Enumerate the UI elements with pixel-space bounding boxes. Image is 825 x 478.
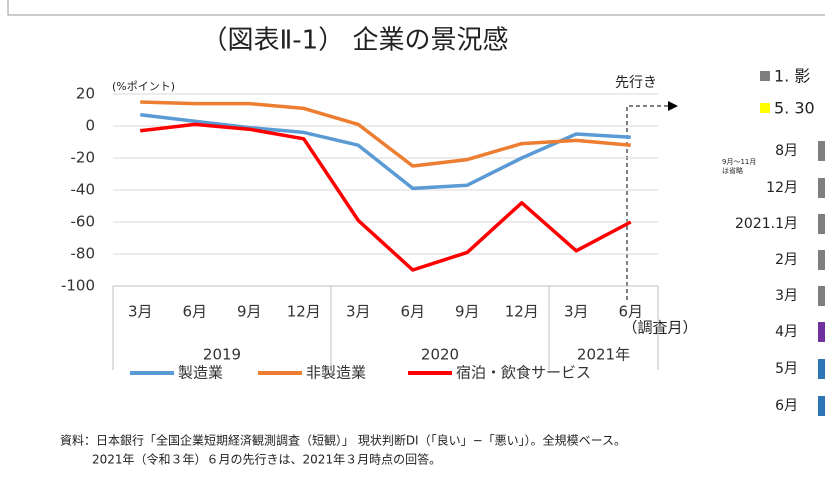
forecast-line bbox=[626, 105, 668, 300]
x-tick-label: 6月 bbox=[182, 303, 207, 321]
panel-bar bbox=[818, 396, 825, 416]
x-tick-label: 3月 bbox=[346, 303, 371, 321]
panel-row-label: 8月 bbox=[775, 143, 798, 159]
panel-bar bbox=[818, 214, 825, 234]
y-tick-label: -60 bbox=[71, 213, 96, 231]
panel-bar bbox=[818, 322, 825, 342]
y-tick-label: 20 bbox=[76, 85, 95, 103]
legend-label: 非製造業 bbox=[306, 364, 366, 382]
frame-edge bbox=[7, 0, 825, 16]
x-axis-label: （調査月） bbox=[622, 319, 697, 337]
panel-row-label: 12月 bbox=[766, 180, 798, 196]
panel-row-label: 6月 bbox=[775, 398, 798, 414]
legend-swatch bbox=[760, 103, 770, 113]
x-tick-label: 6月 bbox=[400, 303, 425, 321]
panel-note: は省略 bbox=[722, 166, 743, 175]
right-panel: 1. 影 5. 30 9月～11月 は省略 bbox=[722, 67, 815, 176]
x-tick-label: 9月 bbox=[237, 303, 262, 321]
panel-row-label: 2021.1月 bbox=[735, 216, 798, 232]
y-tick-label: -20 bbox=[71, 149, 96, 167]
x-tick-label: 3月 bbox=[128, 303, 153, 321]
x-tick-label: 12月 bbox=[505, 303, 539, 321]
x-tick-label: 9月 bbox=[455, 303, 480, 321]
panel-row-label: 5月 bbox=[775, 361, 798, 377]
y-tick-label: 0 bbox=[85, 117, 95, 135]
panel-bar bbox=[818, 141, 825, 161]
x-group-label: 2020 bbox=[421, 346, 459, 364]
panel-row-label: 4月 bbox=[775, 324, 798, 340]
chart-title: （図表Ⅱ-1） 企業の景況感 bbox=[202, 26, 509, 56]
panel-bar bbox=[818, 178, 825, 198]
legend-label: 宿泊・飲食サービス bbox=[456, 364, 591, 382]
legend-swatch bbox=[760, 71, 770, 81]
panel-row-label: 3月 bbox=[775, 288, 798, 304]
y-tick-label: -40 bbox=[71, 181, 96, 199]
series-line bbox=[140, 100, 631, 168]
panel-row-label: 2月 bbox=[775, 252, 798, 268]
legend-label: 製造業 bbox=[178, 364, 223, 382]
panel-legend: 1. 影 bbox=[774, 67, 810, 86]
panel-legend: 5. 30 bbox=[774, 99, 815, 118]
x-tick-label: 3月 bbox=[564, 303, 589, 321]
panel-bar bbox=[818, 250, 825, 270]
series-line bbox=[140, 113, 631, 191]
panel-bar bbox=[818, 359, 825, 379]
y-tick-label: -100 bbox=[61, 277, 95, 295]
panel-note: 9月～11月 bbox=[722, 158, 756, 166]
x-group-label: 2019 bbox=[203, 346, 241, 364]
source-line: 2021年（令和３年）６月の先行きは、2021年３月時点の回答。 bbox=[92, 452, 441, 467]
series-line bbox=[140, 122, 632, 272]
x-tick-label: 6月 bbox=[618, 303, 643, 321]
y-tick-label: -80 bbox=[71, 245, 96, 263]
x-group-label: 2021年 bbox=[577, 346, 630, 364]
forecast-arrow bbox=[668, 101, 678, 111]
x-tick-label: 12月 bbox=[287, 303, 321, 321]
panel-bar bbox=[818, 286, 825, 306]
source-line: 資料：日本銀行「全国企業短期経済観測調査（短観）」 現状判断DI（「良い」−「悪… bbox=[60, 433, 626, 448]
forecast-label: 先行き bbox=[615, 75, 657, 91]
y-unit: (%ポイント) bbox=[112, 80, 175, 93]
